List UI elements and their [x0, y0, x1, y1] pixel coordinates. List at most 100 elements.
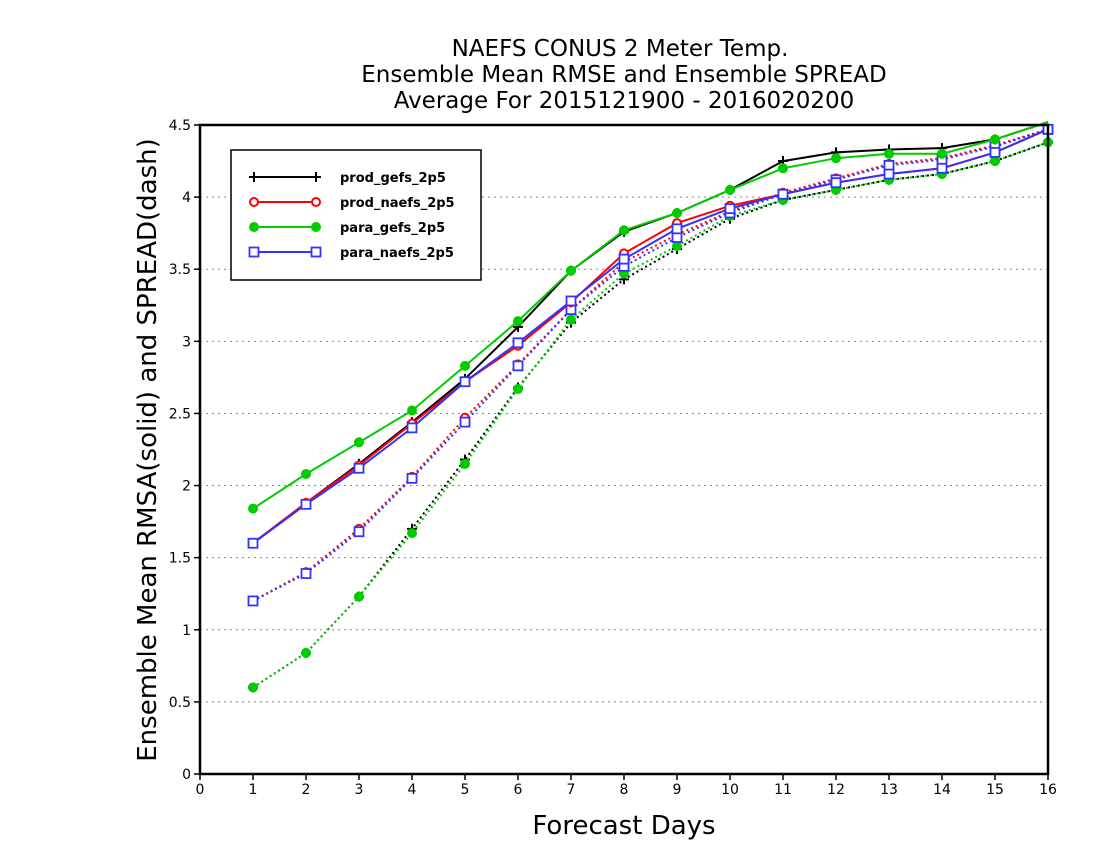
data-point-para_gefs_2p5-spread [248, 682, 258, 693]
x-tick-label: 14 [933, 782, 951, 798]
data-point-para_naefs_2p5-rmse [247, 537, 259, 549]
data-point-para_naefs_2p5-rmse [353, 462, 365, 474]
x-tick-label: 5 [461, 782, 470, 798]
y-tick-label: 3.5 [169, 262, 191, 278]
data-point-para_naefs_2p5-rmse [724, 203, 736, 215]
data-point-para_gefs_2p5-rmse [354, 437, 364, 448]
x-tick-label: 16 [1039, 782, 1057, 798]
y-tick-label: 2.5 [169, 406, 191, 422]
data-point-para_gefs_2p5-spread [990, 156, 1000, 167]
y-tick-label: 1.5 [169, 551, 191, 567]
data-point-para_naefs_2p5-spread [300, 568, 312, 579]
legend-marker-prod_naefs_2p5 [249, 197, 259, 207]
data-point-para_naefs_2p5-spread [671, 232, 683, 243]
series-line-para_gefs_2p5-rmse [252, 121, 1049, 510]
data-point-para_naefs_2p5-spread [247, 595, 259, 607]
data-point-para_naefs_2p5-spread [459, 416, 471, 428]
data-point-para_naefs_2p5-rmse [565, 295, 577, 307]
legend-label-prod_gefs_2p5: prod_gefs_2p5 [340, 171, 446, 186]
data-point-para_naefs_2p5-rmse [406, 422, 418, 434]
x-tick-label: 0 [196, 782, 205, 798]
x-tick-label: 11 [774, 782, 792, 798]
y-tick-label: 0.5 [169, 695, 191, 711]
series-line-para_naefs_2p5-rmse [252, 128, 1049, 545]
data-point-para_naefs_2p5-spread [353, 526, 365, 538]
legend-marker-para_naefs_2p5 [248, 246, 260, 258]
data-point-para_gefs_2p5-rmse [460, 360, 470, 371]
legend: prod_gefs_2p5 prod_naefs_2p5 para_gefs_2p5… [230, 149, 482, 281]
data-point-para_gefs_2p5-rmse [619, 225, 629, 236]
data-point-para_gefs_2p5-rmse [937, 148, 947, 159]
data-point-para_gefs_2p5-spread [460, 458, 470, 469]
data-point-para_naefs_2p5-rmse [300, 498, 312, 510]
y-tick-label: 2 [182, 479, 191, 495]
data-point-para_naefs_2p5-rmse [459, 376, 471, 388]
x-tick-label: 13 [880, 782, 898, 798]
y-tick-label: 1 [182, 623, 191, 639]
x-tick-label: 15 [986, 782, 1004, 798]
x-tick-label: 3 [355, 782, 364, 798]
legend-label-para_gefs_2p5: para_gefs_2p5 [340, 221, 445, 236]
x-tick-label: 12 [827, 782, 845, 798]
data-point-para_naefs_2p5-rmse [618, 253, 630, 265]
data-point-para_gefs_2p5-rmse [248, 503, 258, 514]
x-tick-label: 9 [673, 782, 682, 798]
axes: 0 1 2 3 4 5 6 7 8 9 10 11 12 13 14 15 1600.511.522.533.5… [169, 118, 1057, 798]
data-point-para_gefs_2p5-rmse [566, 265, 576, 276]
chart-title-line-1: NAEFS CONUS 2 Meter Temp. [452, 36, 789, 62]
series-line-para_gefs_2p5-spread [252, 141, 1049, 689]
data-point-para_naefs_2p5-rmse [883, 168, 895, 180]
data-point-para_naefs_2p5-rmse [777, 188, 789, 200]
y-tick-label: 0 [182, 767, 191, 783]
y-tick-label: 4.5 [169, 118, 191, 134]
y-tick-label: 3 [182, 334, 191, 350]
data-point-para_gefs_2p5-spread [354, 591, 364, 602]
data-point-para_gefs_2p5-rmse [513, 316, 523, 327]
data-point-para_gefs_2p5-rmse [884, 148, 894, 159]
data-point-para_gefs_2p5-rmse [778, 163, 788, 174]
legend-label-para_naefs_2p5: para_naefs_2p5 [340, 246, 454, 261]
data-point-para_gefs_2p5-spread [513, 383, 523, 394]
legend-marker-prod_gefs_2p5 [249, 172, 259, 182]
data-point-para_naefs_2p5-spread [406, 472, 418, 484]
data-point-para_naefs_2p5-rmse [830, 177, 842, 189]
x-tick-label: 4 [408, 782, 417, 798]
x-tick-label: 10 [721, 782, 739, 798]
x-axis-label: Forecast Days [532, 811, 715, 841]
data-point-para_gefs_2p5-rmse [990, 134, 1000, 145]
data-point-para_gefs_2p5-rmse [407, 405, 417, 416]
series-line-prod_naefs_2p5-spread [252, 128, 1049, 602]
data-point-para_gefs_2p5-rmse [301, 469, 311, 480]
data-point-para_naefs_2p5-rmse [512, 337, 524, 349]
x-tick-label: 7 [567, 782, 576, 798]
x-tick-label: 6 [514, 782, 523, 798]
legend-box [230, 149, 482, 281]
legend-marker-para_gefs_2p5 [249, 222, 259, 232]
data-point-para_naefs_2p5-rmse [671, 223, 683, 235]
x-tick-label: 8 [620, 782, 629, 798]
legend-marker-para_naefs_2p5 [310, 246, 322, 258]
data-point-para_gefs_2p5-spread [301, 647, 311, 658]
data-point-para_naefs_2p5-spread [512, 360, 524, 372]
series-layer [247, 121, 1054, 693]
y-axis-label: Ensemble Mean RMSA(solid) and SPREAD(das… [133, 138, 163, 762]
data-point-para_gefs_2p5-rmse [831, 153, 841, 164]
data-point-para_gefs_2p5-spread [566, 314, 576, 325]
data-point-para_naefs_2p5-rmse [936, 162, 948, 174]
chart-title-line-3: Average For 2015121900 - 2016020200 [394, 88, 855, 114]
legend-marker-para_gefs_2p5 [311, 222, 321, 232]
data-point-para_naefs_2p5-spread [883, 159, 895, 171]
x-tick-label: 2 [302, 782, 311, 798]
data-point-para_gefs_2p5-spread [407, 528, 417, 539]
data-point-para_gefs_2p5-rmse [672, 207, 682, 218]
chart-title-line-2: Ensemble Mean RMSE and Ensemble SPREAD [361, 62, 886, 88]
data-point-para_gefs_2p5-rmse [725, 184, 735, 195]
legend-marker-prod_naefs_2p5 [311, 197, 321, 207]
data-point-para_gefs_2p5-spread [672, 241, 682, 252]
data-point-para_naefs_2p5-rmse [989, 147, 1001, 158]
legend-label-prod_naefs_2p5: prod_naefs_2p5 [340, 196, 455, 211]
series-line-prod_gefs_2p5-spread [252, 141, 1049, 689]
x-tick-label: 1 [249, 782, 258, 798]
